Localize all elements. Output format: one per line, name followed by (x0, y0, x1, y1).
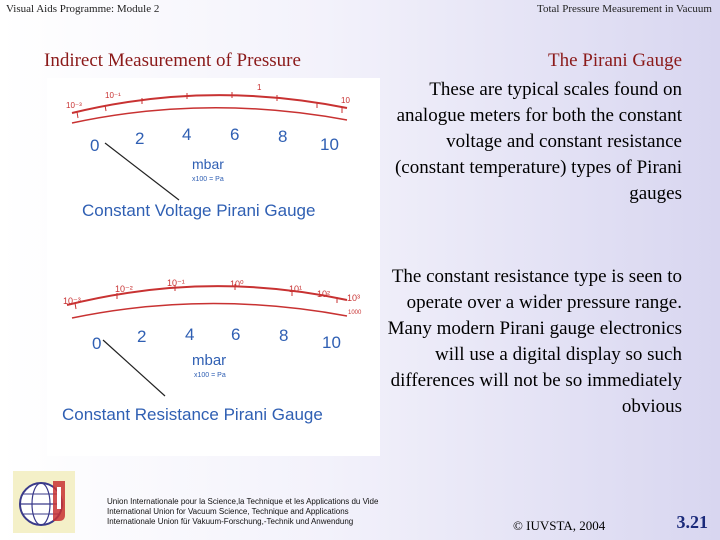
needle (104, 142, 180, 201)
globe-icon (13, 471, 75, 533)
decade-label: 10² (317, 289, 330, 299)
linear-label: 4 (185, 325, 194, 344)
decade-label: 10 (341, 96, 350, 105)
linear-label: 6 (231, 325, 240, 344)
iuvsta-logo (13, 471, 75, 533)
decade-label: 10⁻² (115, 284, 133, 294)
linear-label: 4 (182, 125, 191, 144)
unit-label: mbar (192, 156, 224, 172)
gauge-scales-svg: 10⁻³ 10⁻¹ 1 10 0 2 4 6 8 10 mbar x100 = … (62, 83, 362, 424)
conversion-label: x100 = Pa (194, 372, 226, 379)
constant-voltage-gauge: 10⁻³ 10⁻¹ 1 10 0 2 4 6 8 10 mbar x100 = … (66, 83, 350, 220)
log-scale-arc (66, 285, 348, 306)
linear-label: 0 (90, 136, 99, 155)
union-line-german: Internationale Union für Vakuum-Forschun… (107, 517, 354, 526)
conversion-label: x100 = Pa (192, 176, 224, 183)
paragraph-gauge-types: These are typical scales found on analog… (394, 79, 682, 204)
union-line-french: Union Internationale pour la Science,la … (107, 497, 379, 506)
log-scale-arc (71, 94, 348, 114)
linear-label: 8 (278, 127, 287, 146)
linear-label: 8 (279, 326, 288, 345)
linear-label: 6 (230, 125, 239, 144)
decade-label: 10⁰ (230, 279, 244, 289)
decade-label: 10³ (347, 293, 360, 303)
header-module: Visual Aids Programme: Module 2 (6, 3, 160, 15)
end-label: 1000 (348, 310, 362, 316)
linear-label: 0 (92, 334, 101, 353)
copyright: © IUVSTA, 2004 (513, 518, 606, 533)
union-line-english: International Union for Vacuum Science, … (107, 507, 349, 516)
gauge-caption: Constant Voltage Pirani Gauge (82, 201, 315, 220)
union-text: Union Internationale pour la Science,la … (107, 497, 378, 527)
pirani-gauge-scales: 10⁻³ 10⁻¹ 1 10 0 2 4 6 8 10 mbar x100 = … (47, 78, 380, 456)
slide-title-right: The Pirani Gauge (547, 50, 682, 71)
gauge-caption: Constant Resistance Pirani Gauge (62, 405, 323, 424)
page-number: 3.21 (676, 512, 709, 532)
decade-label: 10⁻³ (63, 296, 81, 306)
unit-label: mbar (192, 352, 226, 369)
decade-label: 10⁻³ (66, 101, 82, 110)
linear-label: 2 (137, 327, 146, 346)
decade-label: 10⁻¹ (167, 278, 185, 288)
header-topic: Total Pressure Measurement in Vacuum (537, 3, 712, 15)
linear-label: 10 (320, 135, 339, 154)
constant-resistance-gauge: 10⁻³ 10⁻² 10⁻¹ 10⁰ 10¹ 10² 10³ 1000 0 2 … (62, 278, 362, 424)
paragraph-constant-resistance: The constant resistance type is seen to … (387, 266, 682, 417)
decade-label: 10⁻¹ (105, 91, 121, 100)
linear-label: 10 (322, 333, 341, 352)
linear-label: 2 (135, 129, 144, 148)
needle (102, 339, 166, 397)
decade-label: 10¹ (289, 284, 302, 294)
linear-scale-arc (71, 106, 348, 124)
decade-label: 1 (257, 83, 262, 92)
slide-title-left: Indirect Measurement of Pressure (44, 50, 301, 71)
linear-scale-arc (71, 302, 348, 319)
